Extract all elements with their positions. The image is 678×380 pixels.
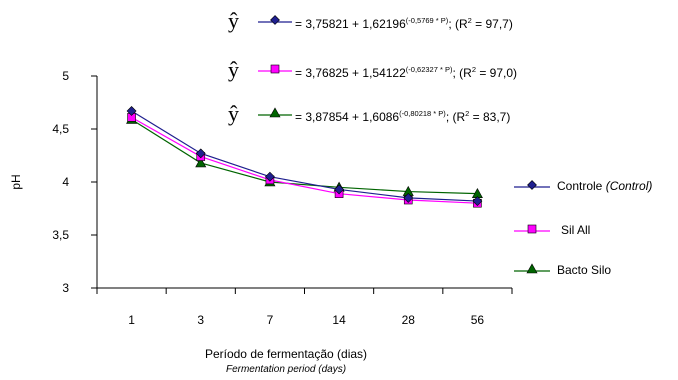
x-tick-label: 7 xyxy=(267,313,274,327)
y-hat-symbol: ŷ xyxy=(228,57,239,82)
y-hat-symbol: ŷ xyxy=(228,8,239,33)
equation-marker-controle xyxy=(258,15,292,25)
equation-text: = 3,75821 + 1,62196(-0,5769 * P); (R2 = … xyxy=(295,16,513,31)
legend-marker-controle xyxy=(514,180,550,190)
y-tick-label: 4 xyxy=(62,175,69,189)
data-point-controle xyxy=(126,106,137,116)
legend-label-sil-all: Sil All xyxy=(561,223,591,237)
x-axis-title: Período de fermentação (dias) xyxy=(204,347,368,361)
x-tick-label: 56 xyxy=(471,313,485,327)
equation-text: = 3,76825 + 1,54122(-0,62327 * P); (R2 =… xyxy=(295,65,518,80)
equation-marker-sil-all xyxy=(258,64,292,74)
legend-label-control-en: (Control) xyxy=(605,179,653,193)
equation-marker-symbol xyxy=(269,107,281,118)
x-tick-label: 28 xyxy=(402,313,416,327)
data-point-controle xyxy=(403,192,414,203)
equation-marker-bacto-silo xyxy=(258,107,292,118)
series-line-bacto-silo xyxy=(131,118,478,195)
series-line-sil-all xyxy=(131,116,478,204)
y-tick-label: 3,5 xyxy=(52,228,69,242)
y-tick-label: 4,5 xyxy=(52,122,69,136)
data-point-bacto-silo xyxy=(195,157,207,168)
y-hat-symbol: ŷ xyxy=(228,101,239,126)
equation-text: = 3,87854 + 1,6086(-0,80218 * P); (R2 = … xyxy=(295,109,511,124)
y-tick-label: 5 xyxy=(62,69,69,83)
legend-marker-sil-all xyxy=(514,224,550,234)
data-point-controle xyxy=(195,148,206,159)
equation-marker-symbol xyxy=(270,15,280,25)
y-tick-label: 3 xyxy=(62,281,69,295)
x-tick-label: 14 xyxy=(332,313,346,327)
equation-marker-symbol xyxy=(270,64,280,74)
series-line-controle xyxy=(131,110,478,202)
y-axis-title: pH xyxy=(9,174,23,189)
legend-marker-symbol xyxy=(527,180,537,190)
x-tick-label: 1 xyxy=(128,313,135,327)
data-point-controle xyxy=(264,171,275,182)
legend-marker-symbol xyxy=(526,263,538,274)
x-tick-label: 3 xyxy=(197,313,204,327)
legend-marker-bacto-silo xyxy=(514,263,550,274)
x-axis-subtitle: Fermentation period (days) xyxy=(225,364,347,375)
legend-label-controle: Controle xyxy=(557,179,603,193)
legend-label-bacto-silo: Bacto Silo xyxy=(557,263,612,277)
legend-marker-symbol xyxy=(527,224,537,234)
data-point-controle xyxy=(472,196,483,207)
data-point-controle xyxy=(334,184,345,195)
